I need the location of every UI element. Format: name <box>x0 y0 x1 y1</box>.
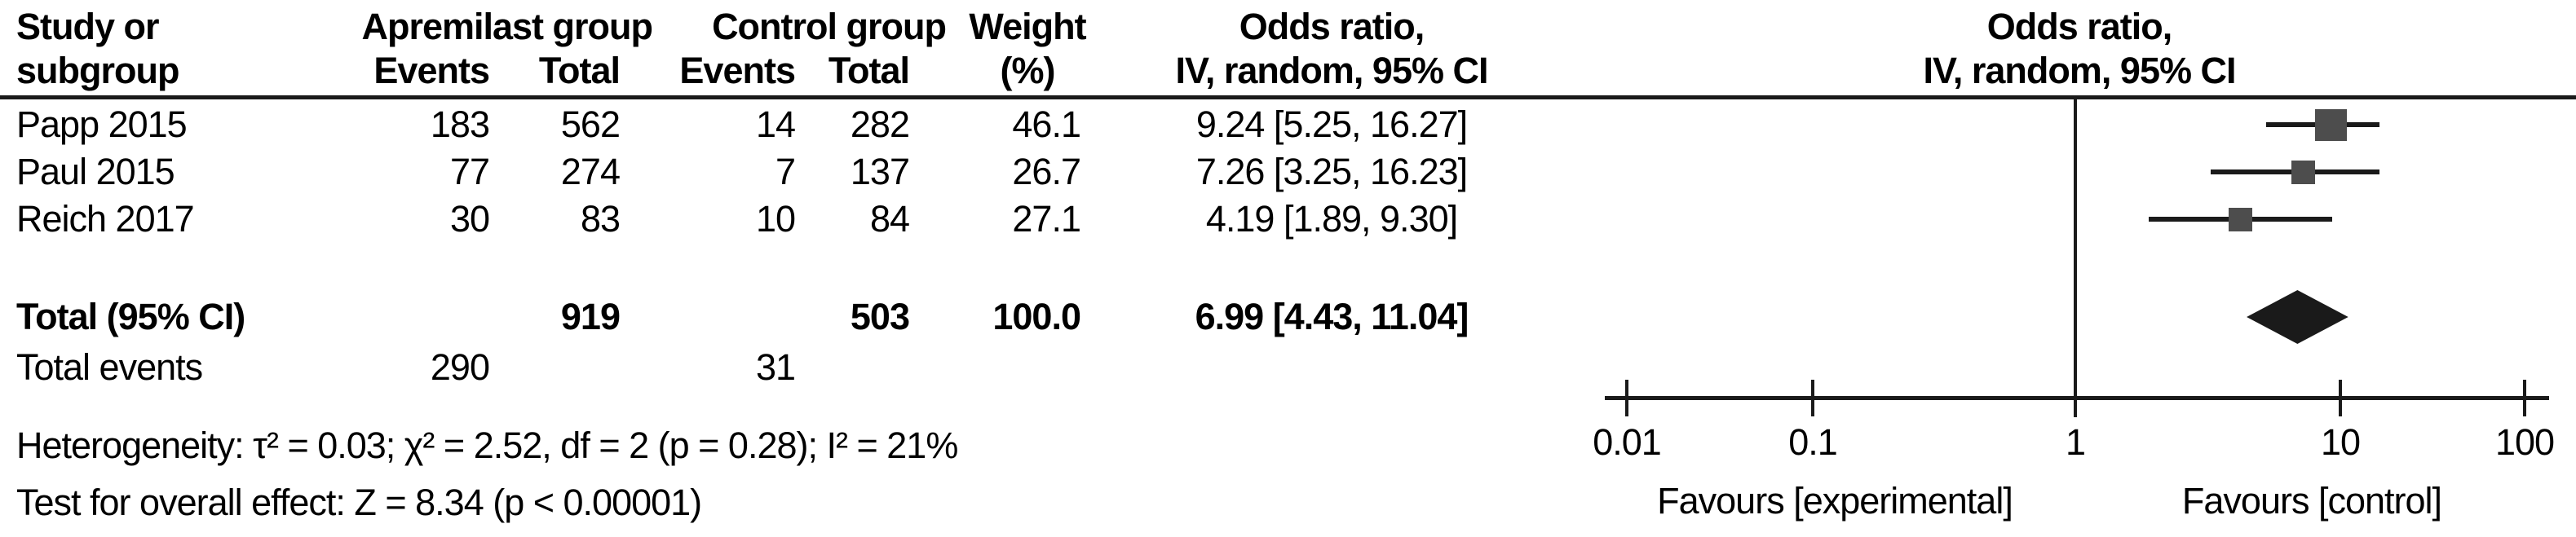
study-row: Reich 2017 30 83 10 84 27.1 4.19 [1.89, 9.30] <box>0 197 2576 241</box>
point-estimate-square <box>2229 208 2252 231</box>
study-total-control: 282 <box>850 103 910 145</box>
study-total-apremilast: 274 <box>560 151 621 192</box>
total-events-apremilast: 290 <box>430 346 490 388</box>
study-odds-ratio: 4.19 [1.89, 9.30] <box>1205 198 1458 240</box>
study-events-control: 14 <box>755 103 796 145</box>
axis-tick <box>2074 380 2077 416</box>
total-control: 503 <box>850 296 910 337</box>
axis-tick-label: 100 <box>2494 421 2555 463</box>
axis-tick-label: 10 <box>2320 421 2361 463</box>
header-odds-ratio-line1: Odds ratio, <box>1239 6 1425 47</box>
study-total-apremilast: 83 <box>580 198 621 240</box>
header-apremilast-group: Apremilast group <box>361 6 653 47</box>
study-weight: 26.7 <box>1012 151 1081 192</box>
study-events-apremilast: 183 <box>430 103 490 145</box>
study-odds-ratio: 7.26 [3.25, 16.23] <box>1195 151 1468 192</box>
header-divider <box>0 95 2576 99</box>
header-study-line1: Study or <box>16 6 160 47</box>
axis-tick <box>2523 380 2526 416</box>
axis-tick-label: 0.1 <box>1788 421 1838 463</box>
null-effect-line <box>2074 99 2077 417</box>
favours-experimental-label: Favours [experimental] <box>1657 480 2013 522</box>
header-apremilast-total: Total <box>538 50 621 91</box>
plot-header-odds-ratio-line1: Odds ratio, <box>1986 6 2173 47</box>
axis-tick-label: 0.01 <box>1593 421 1662 463</box>
study-row: Paul 2015 77 274 7 137 26.7 7.26 [3.25, 16.23] <box>0 150 2576 194</box>
header-control-events: Events <box>679 50 796 91</box>
study-weight: 46.1 <box>1012 103 1081 145</box>
header-apremilast-events: Events <box>373 50 490 91</box>
header-weight-line2: (%) <box>1000 50 1056 91</box>
study-events-control: 7 <box>775 151 796 192</box>
total-weight: 100.0 <box>992 296 1081 337</box>
total-apremilast: 919 <box>560 296 621 337</box>
study-total-control: 137 <box>850 151 910 192</box>
total-label: Total (95% CI) <box>16 296 245 337</box>
study-name: Reich 2017 <box>16 198 195 240</box>
total-odds-ratio: 6.99 [4.43, 11.04] <box>1195 296 1469 337</box>
study-name: Papp 2015 <box>16 103 188 145</box>
favours-control-label: Favours [control] <box>2181 480 2442 522</box>
study-total-apremilast: 562 <box>560 103 621 145</box>
plot-header-odds-ratio-line2: IV, random, 95% CI <box>1923 50 2237 91</box>
total-events-control: 31 <box>755 346 796 388</box>
study-events-apremilast: 30 <box>449 198 490 240</box>
axis-tick-label: 1 <box>2065 421 2086 463</box>
overall-effect-test: Test for overall effect: Z = 8.34 (p < 0… <box>16 482 702 523</box>
study-total-control: 84 <box>869 198 910 240</box>
total-events-row: Total events 290 31 <box>0 346 2576 390</box>
total-row: Total (95% CI) 919 503 100.0 6.99 [4.43,… <box>0 295 2576 339</box>
study-weight: 27.1 <box>1012 198 1081 240</box>
study-events-apremilast: 77 <box>449 151 490 192</box>
header-odds-ratio-line2: IV, random, 95% CI <box>1175 50 1489 91</box>
heterogeneity-stats: Heterogeneity: τ² = 0.03; χ² = 2.52, df … <box>16 425 958 466</box>
total-events-label: Total events <box>16 346 203 388</box>
header-control-group: Control group <box>712 6 947 47</box>
study-row: Papp 2015 183 562 14 282 46.1 9.24 [5.25, 16.2… <box>0 103 2576 147</box>
axis-tick <box>2339 380 2342 416</box>
point-estimate-square <box>2315 109 2347 141</box>
point-estimate-square <box>2291 161 2315 184</box>
study-events-control: 10 <box>755 198 796 240</box>
study-odds-ratio: 9.24 [5.25, 16.27] <box>1195 103 1468 145</box>
header-weight-line1: Weight <box>969 6 1086 47</box>
study-name: Paul 2015 <box>16 151 175 192</box>
header-control-total: Total <box>828 50 910 91</box>
x-axis-line <box>1605 396 2549 400</box>
axis-tick <box>1811 380 1814 416</box>
header-study-line2: subgroup <box>16 50 179 91</box>
axis-tick <box>1625 380 1628 416</box>
